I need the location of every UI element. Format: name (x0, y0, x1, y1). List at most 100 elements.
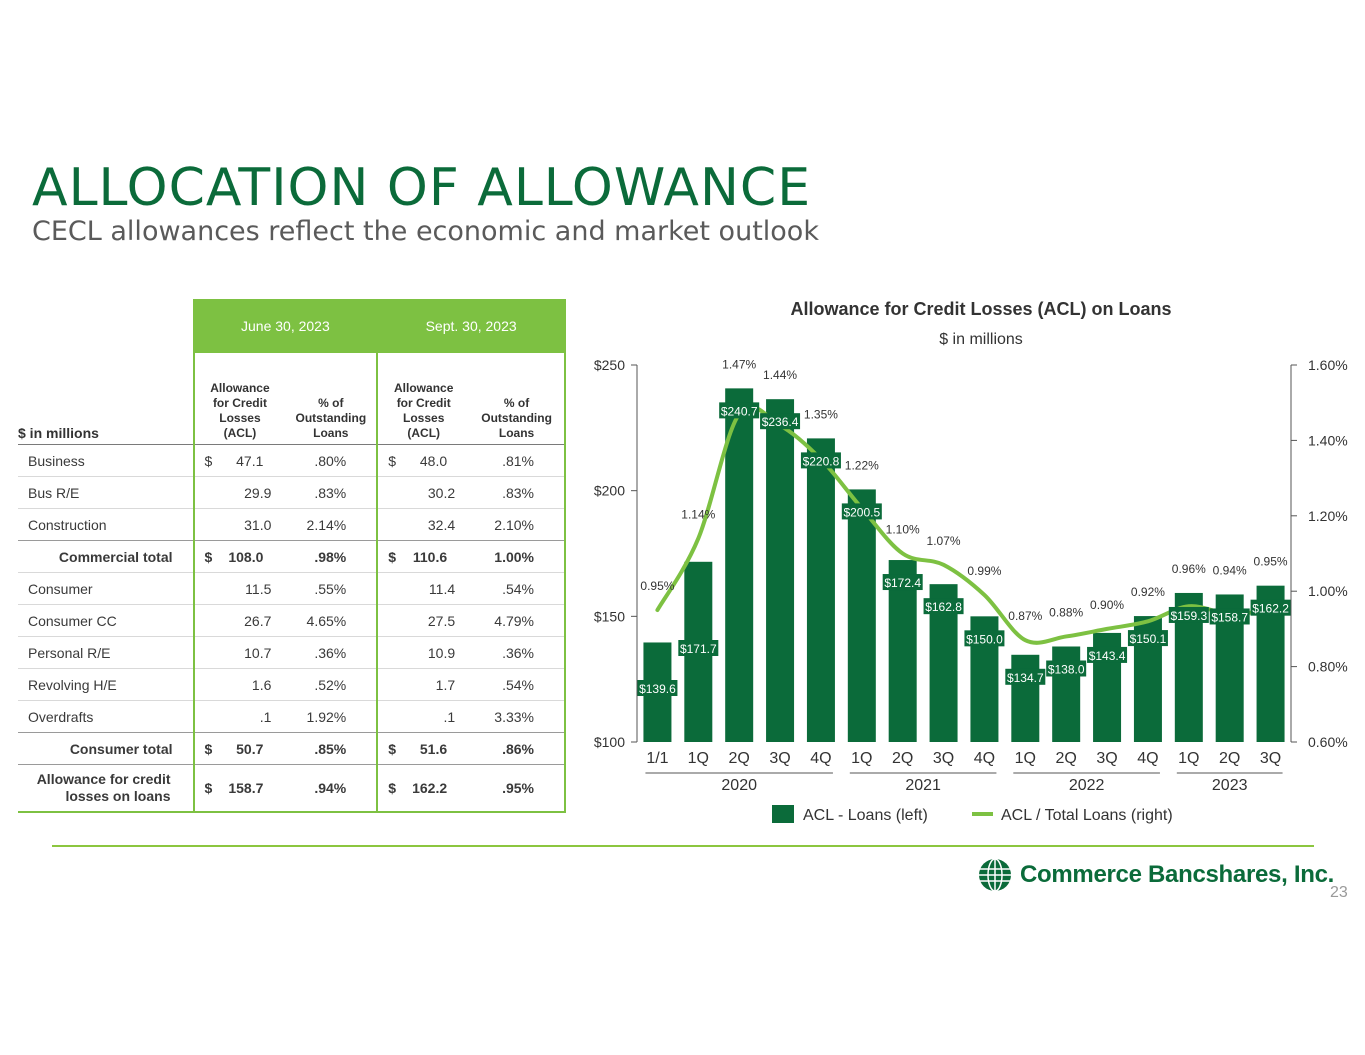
pct-june: 4.65% (285, 604, 378, 637)
bar-value-label: $240.7 (721, 404, 758, 418)
y-tick-label-right: 0.60% (1308, 734, 1348, 750)
pct-june: 2.14% (285, 508, 378, 541)
line-value-label: 1.44% (763, 368, 797, 382)
row-label: Bus R/E (18, 476, 194, 509)
dollar-sign: $ (204, 780, 213, 796)
pct-june: .36% (285, 636, 378, 669)
acl-value: 50.7 (236, 740, 264, 757)
pct-sept: 3.33% (469, 700, 566, 733)
x-tick-label: 4Q (810, 750, 831, 767)
bar-label-bg (1250, 599, 1291, 616)
x-tick-label: 1Q (1015, 750, 1036, 767)
legend-bar-swatch (772, 805, 794, 823)
y-tick-label-left: $150 (594, 608, 625, 624)
row-label: Commercial total (18, 540, 194, 573)
bar-label-bg (1087, 646, 1128, 663)
x-tick-label: 1Q (851, 750, 872, 767)
pct-sept: .54% (469, 668, 566, 701)
x-tick-label: 1Q (1178, 750, 1199, 767)
bar-value-label: $150.1 (1130, 632, 1167, 646)
legend-bar-label: ACL - Loans (left) (803, 807, 928, 824)
pct-june: .55% (285, 572, 378, 605)
x-tick-label: 4Q (974, 750, 995, 767)
chart-subtitle: $ in millions (939, 331, 1023, 348)
bar-label-bg (1046, 660, 1087, 677)
period1-header: June 30, 2023 (192, 299, 378, 353)
acl-bar (766, 399, 795, 742)
pct-sept: 2.10% (469, 508, 566, 541)
page-title: ALLOCATION OF ALLOWANCE (32, 158, 812, 218)
acl-sept: .1 (376, 700, 470, 733)
dollar-sign: $ (388, 548, 397, 565)
bar-value-label: $139.6 (639, 682, 676, 696)
x-tick-label: 2Q (1056, 750, 1077, 767)
dollar-sign: $ (388, 740, 397, 757)
table-row: Consumer CC 26.7 4.65% 27.5 4.79% (18, 604, 566, 637)
pct-june: 1.92% (285, 700, 378, 733)
footer-divider (52, 845, 1314, 847)
company-logo: Commerce Bancshares, Inc. (978, 858, 1334, 892)
row-label: Construction (18, 508, 194, 541)
table-row: Personal R/E 10.7.36% 10.9.36% (18, 636, 566, 669)
acl-sept: 32.4 (376, 508, 470, 541)
page-subtitle: CECL allowances reflect the economic and… (32, 216, 819, 247)
y-tick-label-right: 1.40% (1308, 432, 1348, 448)
dollar-sign: $ (204, 740, 213, 757)
bar-value-label: $150.0 (966, 632, 1003, 646)
year-label: 2021 (905, 777, 941, 794)
x-tick-label: 2Q (892, 750, 913, 767)
row-label: Consumer CC (18, 604, 194, 637)
row-label: Revolving H/E (18, 668, 194, 701)
acl-bar (725, 388, 754, 742)
chart-title: Allowance for Credit Losses (ACL) on Loa… (790, 299, 1171, 319)
line-value-label: 0.88% (1049, 605, 1083, 619)
acl-value: 158.7 (228, 780, 264, 796)
pct-sept: 4.79% (469, 604, 566, 637)
bar-label-bg (923, 598, 964, 615)
row-label: Personal R/E (18, 636, 194, 669)
bar-label-bg (1127, 630, 1168, 647)
acl-june: $108.0 (192, 540, 286, 573)
pct-june: .98% (285, 540, 378, 573)
year-label: 2020 (721, 777, 757, 794)
acl-june: 31.0 (192, 508, 286, 541)
acl-value: 47.1 (236, 452, 264, 469)
pct-sept: .83% (469, 476, 566, 509)
pct-june: .80% (285, 444, 378, 477)
bar-value-label: $200.5 (843, 505, 880, 519)
bar-label-bg (964, 630, 1005, 647)
table-row: Construction 31.0 2.14% 32.4 2.10% (18, 508, 566, 541)
bar-value-label: $134.7 (1007, 671, 1044, 685)
bar-value-label: $220.8 (803, 454, 840, 468)
bar-value-label: $162.8 (925, 600, 962, 614)
x-tick-label: 3Q (933, 750, 954, 767)
y-tick-label-left: $200 (594, 483, 625, 499)
y-tick-label-right: 1.00% (1308, 583, 1348, 599)
bar-label-bg (678, 640, 719, 656)
acl-bar (806, 438, 835, 742)
pct-sept: 1.00% (469, 540, 566, 573)
x-tick-label: 3Q (769, 750, 790, 767)
y-tick-label-right: 1.60% (1308, 357, 1348, 373)
pct-june: .52% (285, 668, 378, 701)
pct-sept: .86% (469, 732, 566, 765)
line-value-label: 0.94% (1213, 563, 1247, 577)
acl-sept: 11.4 (376, 572, 470, 605)
line-value-label: 1.07% (927, 534, 961, 548)
line-value-label: 1.14% (681, 507, 715, 521)
bar-label-bg (841, 503, 882, 520)
bar-value-label: $143.4 (1089, 649, 1126, 663)
acl-sept: 30.2 (376, 476, 470, 509)
acl-bar (847, 489, 876, 742)
bar-label-bg (760, 413, 801, 430)
x-tick-label: 3Q (1260, 750, 1281, 767)
acl-chart: Allowance for Credit Losses (ACL) on Loa… (594, 299, 1348, 824)
logo-text: Commerce Bancshares, Inc. (1020, 861, 1334, 888)
dollar-sign: $ (388, 780, 397, 796)
dollar-sign: $ (204, 548, 213, 565)
acl-sept: $48.0 (376, 444, 470, 477)
acl-sept: 10.9 (376, 636, 470, 669)
y-tick-label-left: $250 (594, 357, 625, 373)
x-tick-label: 1/1 (646, 750, 668, 767)
globe-icon (979, 858, 1011, 892)
